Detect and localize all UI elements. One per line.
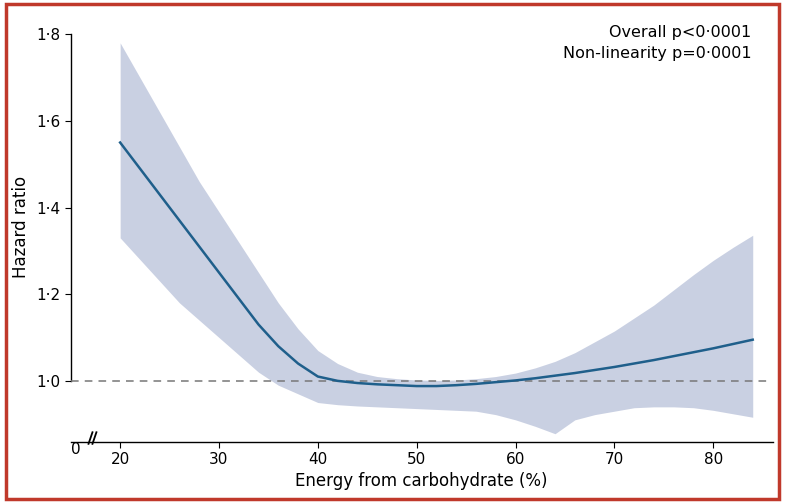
Y-axis label: Hazard ratio: Hazard ratio <box>13 176 31 278</box>
Text: Overall p<0·0001
Non-linearity p=0·0001: Overall p<0·0001 Non-linearity p=0·0001 <box>563 25 751 61</box>
Text: 0: 0 <box>71 442 81 457</box>
X-axis label: Energy from carbohydrate (%): Energy from carbohydrate (%) <box>295 472 548 490</box>
